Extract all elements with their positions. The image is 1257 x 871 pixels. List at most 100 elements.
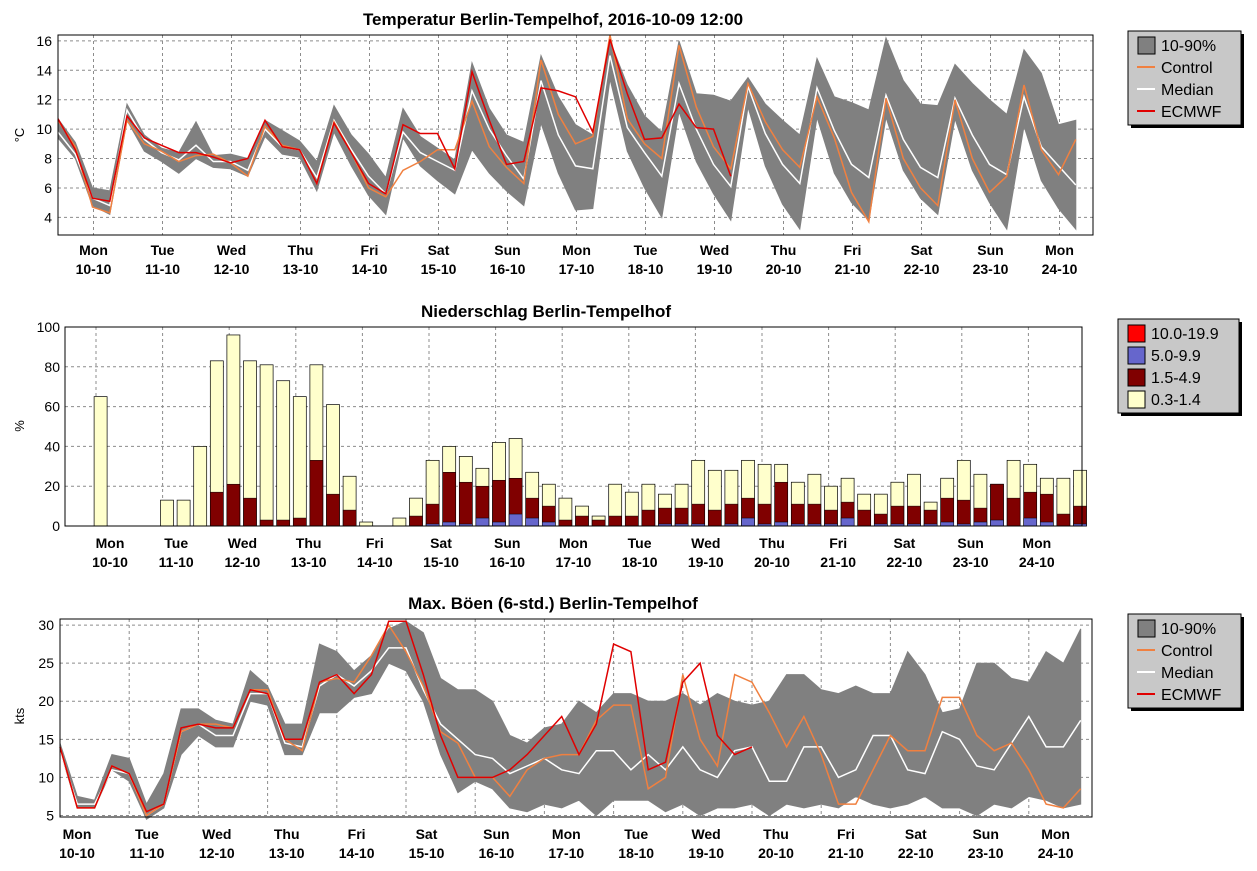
temperature-day-label: Fri [361, 242, 379, 258]
gust-date-label: 24-10 [1038, 845, 1074, 861]
temperature-date-label: 24-10 [1042, 261, 1078, 277]
precip-date-label: 15-10 [423, 554, 459, 570]
precip-bar-1.5-4.9 [641, 509, 656, 527]
precip-ytick: 100 [37, 319, 61, 335]
temperature-day-label: Tue [151, 242, 175, 258]
precip-bar-0.3-1.4 [160, 499, 174, 527]
gust-date-label: 20-10 [758, 845, 794, 861]
temperature-ytick: 6 [44, 180, 52, 196]
precip-date-label: 13-10 [291, 554, 327, 570]
gust-legend-label: ECMWF [1161, 687, 1222, 704]
temperature-legend-label: Median [1161, 82, 1213, 99]
gust-median-line [59, 647, 1082, 817]
precip-bar-1.5-4.9 [558, 519, 573, 527]
temperature-day-label: Tue [634, 242, 658, 258]
precip-day-label: Sat [894, 535, 916, 551]
precip-bar-1.5-4.9 [243, 497, 257, 527]
precip-bar-1.5-4.9 [409, 515, 423, 527]
gust-day-label: Fri [837, 826, 855, 842]
precip-bar-0.3-1.4 [193, 446, 208, 527]
precip-legend-label: 1.5-4.9 [1151, 370, 1201, 387]
precip-legend-label: 0.3-1.4 [1151, 392, 1201, 409]
precip-bar-1.5-4.9 [326, 493, 340, 527]
precip-date-label: 12-10 [224, 554, 260, 570]
gust-date-label: 21-10 [828, 845, 864, 861]
gust-day-label: Sun [483, 826, 509, 842]
precip-day-label: Fri [829, 535, 847, 551]
precip-bar-1.5-4.9 [210, 491, 224, 527]
precip-bar-1.5-4.9 [608, 515, 622, 527]
gust-legend-swatch [1137, 619, 1156, 638]
gust-day-label: Tue [624, 826, 648, 842]
temperature-legend-label: 10-90% [1161, 38, 1216, 55]
precip-bar-5.0-9.9 [492, 521, 506, 527]
gust-day-label: Mon [552, 826, 581, 842]
temperature-date-label: 15-10 [421, 261, 457, 277]
temperature-date-label: 19-10 [697, 261, 733, 277]
gust-day-label: Wed [691, 826, 720, 842]
temperature-day-label: Sat [911, 242, 933, 258]
gust-day-label: Mon [63, 826, 92, 842]
precip-bar-5.0-9.9 [1023, 517, 1037, 527]
gust-ecmwf-line [59, 620, 753, 813]
precip-bar-5.0-9.9 [990, 519, 1004, 527]
precip-ytick: 40 [44, 438, 60, 454]
gust-ytick: 5 [46, 807, 54, 823]
gust-date-label: 23-10 [968, 845, 1004, 861]
temperature-legend-label: ECMWF [1161, 104, 1222, 121]
temperature-ylabel: °C [12, 128, 27, 143]
gust-title: Max. Böen (6-std.) Berlin-Tempelhof [408, 594, 698, 613]
precip-bar-1.5-4.9 [691, 503, 705, 527]
precip-bar-1.5-4.9 [1006, 497, 1021, 527]
precip-bar-1.5-4.9 [625, 515, 639, 527]
precip-date-label: 18-10 [622, 554, 658, 570]
precip-day-label: Sun [957, 535, 983, 551]
precip-bar-1.5-4.9 [1040, 493, 1054, 527]
temperature-legend-label: Control [1161, 60, 1213, 77]
precip-bar-1.5-4.9 [774, 481, 788, 527]
precip-bar-0.3-1.4 [276, 380, 291, 527]
gust-legend: 10-90% Control Median ECMWF [1127, 613, 1244, 711]
precip-bar-0.3-1.4 [93, 396, 108, 527]
precip-date-label: 21-10 [820, 554, 856, 570]
precip-date-label: 24-10 [1019, 554, 1055, 570]
gust-legend-label: Median [1161, 665, 1213, 682]
temperature-ecmwf-line [57, 39, 732, 203]
gust-legend-box [1127, 613, 1242, 709]
precip-bar-5.0-9.9 [442, 521, 456, 527]
temperature-day-label: Mon [79, 242, 108, 258]
temperature-ytick: 8 [44, 151, 52, 167]
temperature-legend: 10-90% Control Median ECMWF [1127, 30, 1244, 128]
precip-bar-0.3-1.4 [176, 499, 191, 527]
gust-legend-label: Control [1161, 643, 1213, 660]
precip-day-label: Mon [1022, 535, 1051, 551]
precip-bar-1.5-4.9 [923, 509, 938, 527]
precip-ytick: 20 [44, 478, 60, 494]
precip-date-label: 22-10 [886, 554, 922, 570]
precip-bar-5.0-9.9 [741, 517, 755, 527]
precip-bar-1.5-4.9 [708, 509, 722, 527]
temperature-day-label: Mon [1045, 242, 1074, 258]
precip-bar-0.3-1.4 [259, 364, 274, 527]
precip-title: Niederschlag Berlin-Tempelhof [421, 302, 671, 321]
precip-day-label: Thu [759, 535, 785, 551]
precip-legend: 10.0-19.9 5.0-9.9 1.5-4.9 0.3-1.4 [1117, 318, 1242, 416]
temperature-date-label: 13-10 [283, 261, 319, 277]
temperature-date-label: 22-10 [904, 261, 940, 277]
precip-date-label: 17-10 [555, 554, 591, 570]
gust-ytick: 15 [38, 731, 54, 747]
gust-ylabel: kts [12, 707, 27, 724]
temperature-day-label: Sat [428, 242, 450, 258]
precip-day-label: Tue [628, 535, 652, 551]
precip-day-label: Thu [296, 535, 322, 551]
gust-day-label: Sun [972, 826, 998, 842]
precip-bar-1.5-4.9 [591, 519, 606, 527]
gust-legend-label: 10-90% [1161, 621, 1216, 638]
gust-date-label: 12-10 [199, 845, 235, 861]
gust-day-label: Mon [1041, 826, 1070, 842]
temperature-day-label: Wed [700, 242, 729, 258]
precip-ytick: 80 [44, 359, 60, 375]
precip-day-label: Sat [430, 535, 452, 551]
